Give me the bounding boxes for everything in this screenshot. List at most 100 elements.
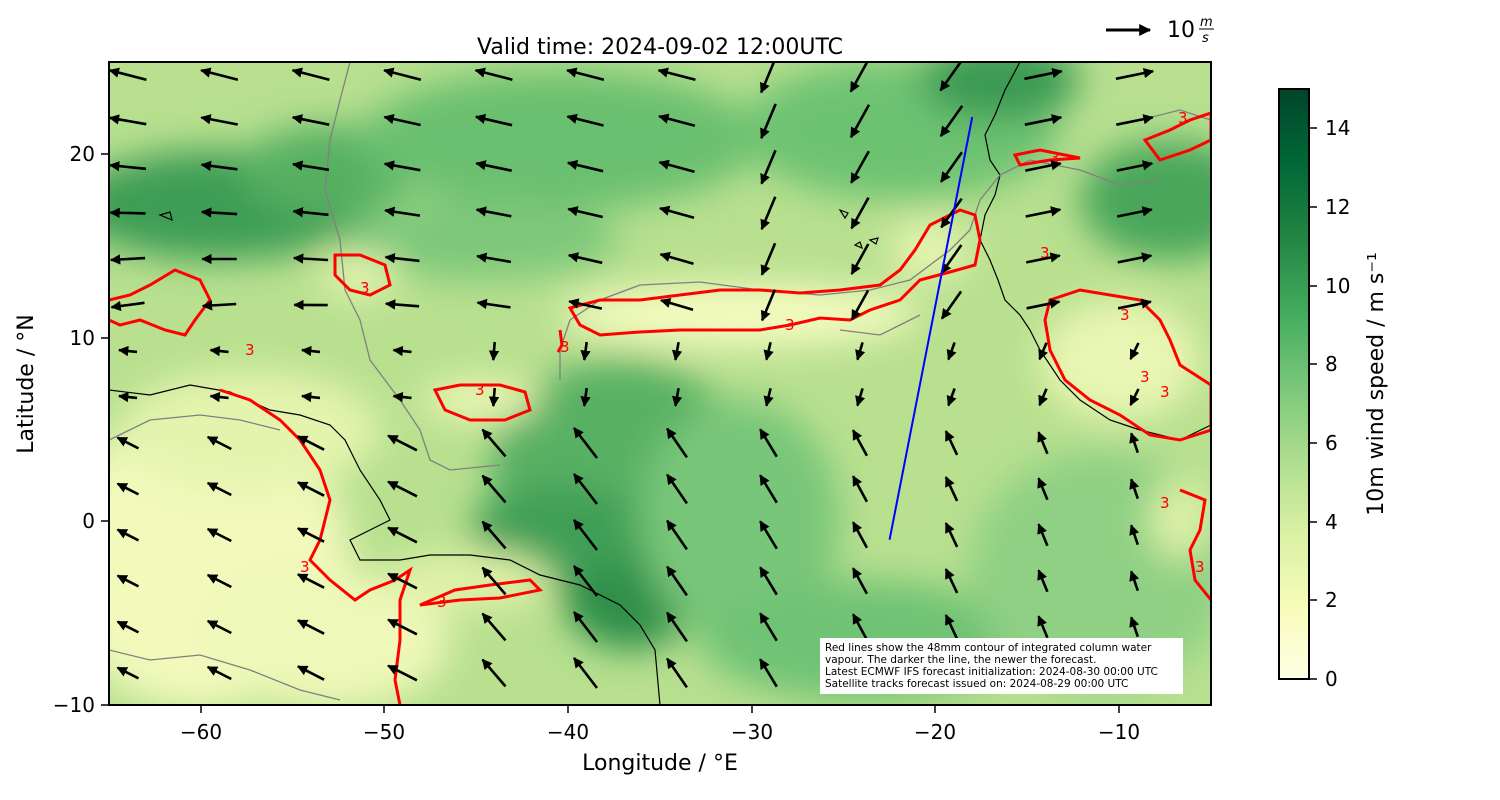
wind-vector-arrow	[760, 62, 776, 94]
wind-vector-arrow	[1115, 67, 1155, 81]
annotation-box: Red lines show the 48mm contour of integ…	[820, 638, 1183, 694]
wind-vector-arrow	[209, 391, 229, 403]
wind-vector-arrow	[759, 658, 778, 688]
wind-vector-arrow	[567, 206, 603, 219]
wind-vector-arrow	[206, 481, 232, 497]
wind-vector-arrow	[296, 619, 325, 635]
wind-vector-arrow	[296, 573, 325, 589]
wind-vector-arrow	[1116, 206, 1153, 218]
wind-vector-arrow	[940, 197, 963, 229]
colorbar-gradient	[1278, 88, 1310, 680]
wind-vector-arrow	[1037, 431, 1049, 455]
wind-vector-arrow	[658, 113, 696, 127]
colorbar-tick-label: 4	[1325, 510, 1338, 534]
x-tick-label: −20	[914, 720, 956, 744]
wind-vector-arrow	[660, 297, 694, 311]
wind-vector-arrow	[206, 573, 232, 589]
wind-vector-arrow	[944, 522, 959, 548]
wind-vector-arrow	[387, 480, 418, 498]
wind-vector-arrow	[116, 436, 140, 450]
wind-vector-arrow	[851, 429, 869, 457]
wind-vector-arrow	[206, 435, 232, 451]
y-axis-label: Latitude / °N	[14, 314, 39, 453]
wind-vector-arrow	[110, 300, 145, 312]
map-frame	[108, 61, 1212, 706]
colorbar-tick-label: 10	[1325, 274, 1350, 298]
wind-vector-arrow	[200, 207, 238, 218]
wind-vector-arrow	[1037, 569, 1049, 593]
y-tick-label: 0	[82, 509, 95, 533]
wind-vector-arrow	[481, 474, 507, 504]
wind-vector-arrow	[759, 428, 778, 458]
wind-vector-arrow	[760, 289, 777, 322]
y-tick-label: 10	[70, 326, 95, 350]
wind-vector-arrow	[392, 391, 412, 403]
wind-vector-arrow	[671, 387, 683, 407]
wind-vector-arrow	[384, 206, 421, 217]
wind-vector-arrow	[759, 566, 778, 596]
wind-vector-arrow	[474, 67, 513, 81]
wind-vector-arrow	[1026, 298, 1061, 310]
wind-vector-arrow	[568, 298, 603, 310]
contour-label: 3	[785, 316, 795, 334]
colorbar-tick-label: 2	[1325, 588, 1338, 612]
wind-vector-arrow	[292, 206, 329, 218]
contour-label: 3	[1120, 306, 1130, 324]
wind-vector-arrow	[387, 618, 418, 636]
wind-vector-arrow	[481, 612, 507, 642]
wind-vector-arrow	[384, 252, 420, 264]
wind-vector-arrow	[572, 657, 599, 689]
wind-vector-arrow	[940, 290, 963, 320]
wind-vector-arrow	[566, 113, 604, 127]
x-tick-label: −10	[1098, 720, 1140, 744]
wind-vector-arrow	[1037, 615, 1049, 639]
wind-vector-arrow	[763, 341, 774, 361]
wind-vector-arrow	[1129, 570, 1140, 592]
reference-vector-key: 10 m s	[1106, 15, 1214, 46]
wind-vector-arrow	[116, 528, 140, 542]
colorbar-tick-label: 12	[1325, 195, 1350, 219]
wind-vector-arrow	[116, 666, 140, 680]
wind-vector-arrow	[291, 67, 330, 81]
coastlines	[109, 62, 1211, 705]
reference-value: 10	[1167, 18, 1195, 43]
wind-vector-arrow	[940, 244, 963, 274]
wind-vector-arrow	[1037, 477, 1049, 501]
annotation-line-3: Latest ECMWF IFS forecast initialization…	[825, 666, 1158, 678]
wind-vector-arrow	[476, 298, 511, 310]
wind-vector-arrow	[946, 342, 957, 361]
wind-vector-arrow	[850, 150, 870, 184]
wind-vector-arrow	[1129, 524, 1140, 546]
wind-vector-arrow	[296, 665, 325, 681]
wind-vector-arrow	[1025, 160, 1062, 172]
wind-vector-arrow	[116, 574, 140, 588]
wind-vector-arrow	[392, 345, 412, 357]
wind-vector-arrow	[944, 568, 959, 594]
wind-vector-arrow	[383, 67, 422, 81]
wind-vector-arrow	[1129, 388, 1140, 407]
wind-vector-arrow	[383, 113, 421, 127]
wind-vector-arrow	[488, 387, 500, 408]
annotation-line-2: vapour. The darker the line, the newer t…	[825, 654, 1096, 666]
wind-vector-arrow	[580, 341, 591, 361]
wind-vector-arrow	[1116, 160, 1154, 172]
wind-vector-arrow	[109, 254, 146, 265]
wind-vector-arrow	[1024, 114, 1063, 126]
wind-vector-arrow	[475, 160, 512, 172]
wind-vector-arrow	[850, 289, 870, 321]
wind-vector-arrow	[384, 299, 420, 310]
wind-vector-arrow	[659, 251, 694, 265]
wind-vector-arrow	[939, 105, 964, 137]
wind-vector-arrow	[116, 482, 140, 496]
colorbar-tick-label: 6	[1325, 431, 1338, 455]
colorbar-tick-label: 0	[1325, 667, 1338, 691]
wind-vector-arrow	[666, 519, 688, 551]
wind-vector-arrow	[1117, 252, 1153, 264]
wind-vector-arrow	[1129, 342, 1140, 361]
wind-vector-arrow	[109, 67, 147, 81]
wind-vector-arrow	[1024, 67, 1063, 81]
contour-label: 3	[560, 338, 570, 356]
wind-vector-arrow	[1129, 432, 1140, 454]
x-axis: −60 −50 −40 −30 −20 −10 Longitude / °E	[180, 705, 1140, 776]
contour-label: 3	[360, 279, 370, 297]
